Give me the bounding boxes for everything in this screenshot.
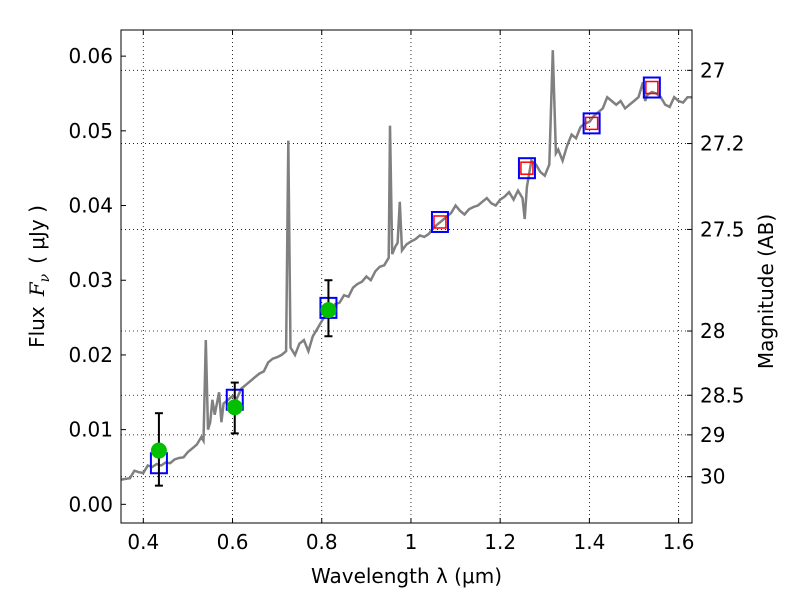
x-tick-label: 0.4 bbox=[127, 530, 159, 554]
y-axis-label-symbol: F bbox=[25, 281, 49, 297]
inner-square bbox=[433, 215, 447, 229]
model-square bbox=[642, 76, 661, 99]
observed-point bbox=[150, 442, 167, 459]
y-axis-label-prefix: Flux bbox=[25, 306, 49, 348]
right-tick-label: 29 bbox=[700, 423, 725, 447]
axes: 0.4 0.6 0.8 1 1.2 1.4 1.6 0.00 0.01 0.02 0.03 0.04 0… bbox=[68, 30, 745, 554]
y-tick-label: 0.03 bbox=[68, 268, 113, 292]
model-square bbox=[582, 112, 601, 135]
y-tick-label: 0.02 bbox=[68, 343, 113, 367]
y-tick-label: 0.04 bbox=[68, 194, 113, 218]
right-tick-label: 27 bbox=[700, 58, 725, 82]
right-tick-label: 28 bbox=[700, 319, 725, 343]
y-axis-label: Flux Fν ( μJy ) bbox=[25, 205, 53, 348]
y-tick-label: 0.01 bbox=[68, 418, 113, 442]
right-tick-label: 27.5 bbox=[700, 217, 745, 241]
inner-square bbox=[584, 116, 599, 131]
data-layer bbox=[121, 50, 692, 487]
y-tick-label: 0.06 bbox=[68, 44, 113, 68]
x-tick-label: 0.8 bbox=[306, 530, 338, 554]
y-axis-label-subscript: ν bbox=[37, 273, 53, 282]
plot-frame bbox=[120, 29, 693, 524]
observed-point bbox=[226, 399, 243, 416]
y-axis-label-suffix: ( μJy ) bbox=[25, 205, 49, 264]
plot-background bbox=[121, 30, 692, 523]
right-tick-label: 28.5 bbox=[700, 383, 745, 407]
model-square bbox=[517, 157, 536, 180]
right-tick-label: 30 bbox=[700, 465, 725, 489]
right-tick-label: 27.2 bbox=[700, 132, 745, 156]
x-tick-label: 0.6 bbox=[217, 530, 249, 554]
x-tick-label: 1.6 bbox=[663, 530, 695, 554]
observed-point bbox=[320, 302, 337, 319]
inner-square bbox=[520, 161, 534, 175]
x-tick-label: 1.2 bbox=[484, 530, 516, 554]
right-axis-label: Magnitude (AB) bbox=[754, 214, 778, 369]
model-square bbox=[430, 210, 449, 233]
x-tick-label: 1.4 bbox=[573, 530, 605, 554]
x-axis-label: Wavelength λ (μm) bbox=[311, 564, 502, 588]
y-tick-label: 0.05 bbox=[68, 119, 113, 143]
x-tick-label: 1 bbox=[405, 530, 418, 554]
inner-square bbox=[645, 80, 659, 95]
y-tick-label: 0.00 bbox=[68, 492, 113, 516]
plot-area bbox=[120, 29, 693, 524]
